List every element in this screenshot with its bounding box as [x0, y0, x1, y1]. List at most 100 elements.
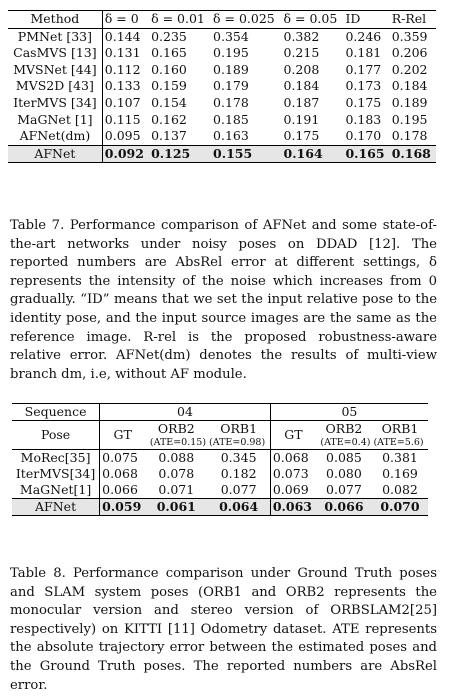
- table-8-caption: Table 8. Performance comparison under Gr…: [10, 566, 437, 693]
- value-cell: 0.063: [270, 498, 316, 516]
- value-cell: 0.107: [104, 94, 141, 110]
- value-cell: 0.354: [213, 28, 249, 44]
- table-row: MVS2D [43] 0.133 0.159 0.179 0.184 0.173…: [8, 78, 436, 95]
- value-cell: 0.092: [102, 144, 150, 164]
- value-cell: 0.170: [345, 128, 382, 144]
- pose-col-header: GT: [270, 420, 316, 450]
- header-cell: δ = 0: [102, 10, 150, 29]
- table-row: IterMVS [34] 0.107 0.154 0.178 0.187 0.1…: [8, 94, 436, 112]
- table-row-highlighted: AFNet 0.092 0.125 0.155 0.164 0.165 0.16…: [8, 144, 436, 164]
- value-cell: 0.189: [391, 94, 428, 110]
- value-cell: 0.082: [382, 482, 418, 497]
- value-cell: 0.173: [345, 78, 382, 94]
- value-cell: 0.085: [326, 450, 362, 465]
- value-cell: 0.359: [391, 28, 428, 44]
- table-header-row: Sequence 04 05: [12, 403, 428, 421]
- value-cell: 0.191: [283, 111, 320, 127]
- value-cell: 0.077: [326, 482, 362, 497]
- method-cell: MVSNet [44]: [8, 61, 103, 79]
- method-cell: PMNet [33]: [8, 28, 103, 46]
- value-cell: 0.169: [382, 466, 418, 481]
- value-cell: 0.059: [99, 498, 146, 516]
- table-row: CasMVS [13] 0.131 0.165 0.195 0.215 0.18…: [8, 45, 436, 62]
- header-cell: δ = 0.01: [149, 10, 212, 29]
- table-7: Method δ = 0 δ = 0.01 δ = 0.025 δ = 0.05…: [8, 10, 436, 164]
- table-7-caption: Table 7. Performance comparison of AFNet…: [10, 218, 437, 382]
- value-cell: 0.177: [345, 61, 382, 77]
- value-cell: 0.181: [345, 45, 382, 61]
- header-cell: R-Rel: [389, 10, 436, 29]
- value-cell: 0.178: [213, 94, 249, 110]
- ate-note-04: (ATE=0.15) (ATE=0.98): [145, 437, 271, 450]
- value-cell: 0.195: [213, 45, 249, 61]
- value-cell: 0.345: [207, 449, 271, 466]
- value-cell: 0.179: [213, 78, 249, 94]
- table-row: AFNet(dm) 0.095 0.137 0.163 0.175 0.170 …: [8, 128, 436, 146]
- value-cell: 0.112: [104, 61, 141, 77]
- value-cell: 0.381: [382, 450, 418, 465]
- value-cell: 0.075: [102, 450, 138, 465]
- value-cell: 0.215: [283, 45, 320, 61]
- value-cell: 0.125: [149, 144, 212, 164]
- value-cell: 0.246: [345, 28, 382, 44]
- pose-col-header: ORB1: [381, 421, 419, 436]
- table-row: MVSNet [44] 0.112 0.160 0.189 0.208 0.17…: [8, 61, 436, 79]
- pose-label: Pose: [12, 420, 101, 450]
- value-cell: 0.183: [345, 111, 382, 127]
- sequence-label: Sequence: [12, 403, 101, 421]
- sequence-04-header: 04: [99, 403, 271, 421]
- table-8: Sequence 04 05 Pose GT ORB2 ORB1 GT ORB2…: [12, 403, 428, 516]
- header-cell: δ = 0.05: [281, 10, 344, 29]
- value-cell: 0.184: [391, 78, 428, 94]
- value-cell: 0.165: [151, 45, 187, 61]
- value-cell: 0.160: [151, 61, 187, 77]
- value-cell: 0.178: [391, 128, 428, 144]
- pose-header-row: Pose GT ORB2 ORB1 GT ORB2 ORB1: [12, 420, 428, 450]
- value-cell: 0.155: [211, 144, 282, 164]
- pose-col-header: GT: [99, 420, 146, 450]
- value-cell: 0.064: [207, 498, 271, 516]
- table-row: PMNet [33] 0.144 0.235 0.354 0.382 0.246…: [8, 28, 436, 46]
- value-cell: 0.066: [315, 498, 372, 516]
- value-cell: 0.131: [104, 45, 141, 61]
- value-cell: 0.175: [283, 128, 320, 144]
- sequence-05-header: 05: [270, 403, 428, 421]
- method-cell: AFNet(dm): [8, 128, 103, 146]
- value-cell: 0.382: [283, 28, 320, 44]
- value-cell: 0.080: [326, 466, 362, 481]
- table-row: MoRec[35] 0.075 0.088 0.345 0.068 0.085 …: [12, 449, 428, 466]
- value-cell: 0.163: [213, 128, 249, 144]
- value-cell: 0.068: [102, 466, 138, 481]
- method-cell: IterMVS [34]: [8, 94, 103, 112]
- method-cell: IterMVS[34]: [12, 466, 101, 482]
- method-cell: MoRec[35]: [12, 449, 101, 466]
- value-cell: 0.206: [391, 45, 428, 61]
- value-cell: 0.078: [158, 466, 195, 481]
- value-cell: 0.184: [283, 78, 320, 94]
- value-cell: 0.162: [151, 111, 187, 127]
- value-cell: 0.154: [151, 94, 187, 110]
- value-cell: 0.115: [104, 111, 141, 127]
- pose-col-header: ORB1: [207, 420, 271, 437]
- table-row: IterMVS[34] 0.068 0.078 0.182 0.073 0.08…: [12, 466, 428, 482]
- value-cell: 0.164: [281, 144, 344, 164]
- table-row-highlighted: AFNet 0.059 0.061 0.064 0.063 0.066 0.07…: [12, 498, 428, 516]
- table-row: MaGNet [1] 0.115 0.162 0.185 0.191 0.183…: [8, 111, 436, 129]
- method-cell: AFNet: [8, 144, 103, 164]
- table-row: MaGNet[1] 0.066 0.071 0.077 0.069 0.077 …: [12, 482, 428, 499]
- method-cell: MaGNet [1]: [8, 111, 103, 129]
- value-cell: 0.202: [391, 61, 428, 77]
- value-cell: 0.133: [104, 78, 141, 94]
- value-cell: 0.165: [343, 144, 390, 164]
- pose-col-header: ORB2: [325, 421, 363, 436]
- ate-row: (ATE=0.15) (ATE=0.98) (ATE=0.4) (ATE=5.6…: [12, 437, 428, 450]
- header-cell: δ = 0.025: [211, 10, 282, 29]
- value-cell: 0.187: [283, 94, 320, 110]
- value-cell: 0.168: [389, 144, 436, 164]
- value-cell: 0.235: [151, 28, 187, 44]
- value-cell: 0.073: [272, 466, 309, 481]
- method-cell: MVS2D [43]: [8, 78, 103, 95]
- value-cell: 0.195: [391, 111, 428, 127]
- value-cell: 0.144: [104, 28, 141, 44]
- value-cell: 0.095: [104, 128, 141, 144]
